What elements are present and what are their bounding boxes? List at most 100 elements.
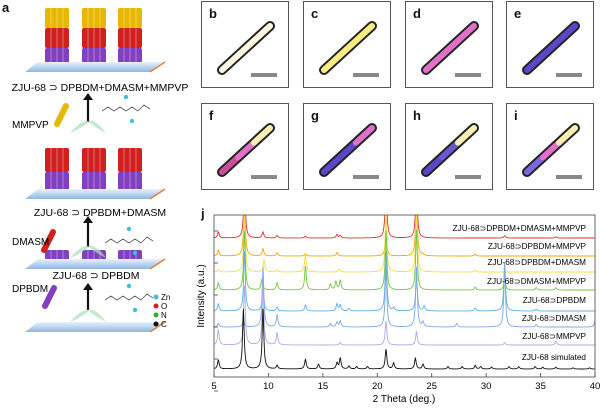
dye2-label: DMASM xyxy=(12,237,49,248)
dpbdm-molecule-icon xyxy=(42,285,57,309)
panel-j-label: j xyxy=(201,206,205,221)
micrograph-panel-b: b xyxy=(201,1,289,88)
ligand-molecule-icon xyxy=(104,236,154,244)
rod-segment xyxy=(219,154,241,175)
arrow-up-icon-head xyxy=(83,93,93,100)
series-label: ZJU-68⊃DPBDM xyxy=(523,296,586,305)
crystal-rod xyxy=(522,123,580,177)
rod-segment xyxy=(540,139,562,161)
x-tick-label: 10 xyxy=(263,381,274,392)
scale-bar xyxy=(556,175,582,179)
scale-bar xyxy=(251,175,277,179)
crystal-rod xyxy=(522,21,580,75)
panel-label: e xyxy=(514,6,522,21)
panel-label: i xyxy=(514,108,518,123)
vapor-plume-icon xyxy=(70,309,106,322)
plot-frame xyxy=(213,214,596,378)
rod-segment xyxy=(556,125,578,146)
zn-ion-icon xyxy=(132,250,138,256)
zn-ion-icon xyxy=(126,226,132,232)
rod-segment xyxy=(337,139,359,161)
zn-ion-icon xyxy=(129,118,135,124)
zn-ion-icon xyxy=(126,283,132,289)
rod-segment xyxy=(321,23,375,73)
vapor-plume-icon xyxy=(70,245,106,258)
panel-label: f xyxy=(209,108,214,123)
xrd-trace xyxy=(214,284,595,346)
micrograph-panel-h: h xyxy=(405,103,493,190)
scale-bar xyxy=(455,73,481,77)
platform-stage2 xyxy=(25,189,165,199)
legend-label: Zn xyxy=(161,293,170,302)
xrd-trace xyxy=(214,229,595,291)
xrd-trace xyxy=(214,266,595,328)
series-label: ZJU-68⊃DPBDM+MMPVP xyxy=(488,242,587,251)
ligand-molecule-icon xyxy=(101,104,151,112)
x-tick-label: 5 xyxy=(211,381,216,392)
rod-segment xyxy=(251,125,273,146)
panel-label: b xyxy=(209,6,217,21)
rod-segment xyxy=(524,23,578,73)
platform-stage1 xyxy=(25,259,165,269)
platform-stage3-edge xyxy=(149,61,166,73)
mmpvp-molecule-icon xyxy=(54,103,69,127)
x-axis-label: 2 Theta (deg.) xyxy=(373,394,436,405)
scale-bar xyxy=(455,175,481,179)
zn-ion-icon xyxy=(132,307,138,313)
crystal-rod xyxy=(421,123,479,177)
xrd-trace xyxy=(214,215,595,273)
crystal-rod xyxy=(421,21,479,75)
rod-segment xyxy=(423,23,477,73)
xrd-trace xyxy=(214,251,595,312)
rod-segment xyxy=(321,154,343,175)
stage1-label: ZJU-68 ⊃ DPBDM xyxy=(53,270,140,282)
x-tick-label: 20 xyxy=(372,381,383,392)
panel-a-label: a xyxy=(2,0,10,15)
arrow-up-icon-head xyxy=(83,283,93,290)
platform-stage2-edge xyxy=(149,188,166,200)
platform-stage1-edge xyxy=(149,258,166,270)
series-label: ZJU-68⊃MMPVP xyxy=(522,332,586,341)
series-label: ZJU-68 simulated xyxy=(522,353,587,362)
y-axis-label: Intensity (a.u.) xyxy=(196,264,207,327)
vapor-plume-icon xyxy=(70,120,106,133)
ligand-molecule-icon xyxy=(104,293,154,301)
micrograph-panel-i: i xyxy=(506,103,594,190)
x-tick-label: 40 xyxy=(590,381,600,392)
dye1-label: DPBDM xyxy=(12,284,48,295)
legend-label: N xyxy=(161,311,167,320)
x-tick-label: 25 xyxy=(426,381,437,392)
crystal-rod xyxy=(319,21,377,75)
legend-dot-o xyxy=(153,303,159,309)
legend-label: C xyxy=(161,320,167,329)
x-tick-label: 30 xyxy=(481,381,492,392)
rod-segment xyxy=(219,23,273,73)
rod-segment xyxy=(455,125,477,146)
stage3-label: ZJU-68 ⊃ DPBDM+DMASM+MMPVP xyxy=(12,82,189,94)
panel-label: h xyxy=(413,108,421,123)
xrd-trace xyxy=(214,215,595,239)
platform-base xyxy=(25,322,165,332)
scale-bar xyxy=(251,73,277,77)
legend-label: O xyxy=(161,302,167,311)
zn-ion-icon xyxy=(123,94,129,100)
panel-label: d xyxy=(413,6,421,21)
scale-bar xyxy=(556,73,582,77)
xrd-trace xyxy=(214,308,595,370)
micrograph-panel-f: f xyxy=(201,103,289,190)
legend-dot-c xyxy=(153,321,159,327)
panel-label: g xyxy=(311,108,319,123)
scale-bar xyxy=(353,73,379,77)
rod-segment xyxy=(439,139,461,161)
dye3-label: MMPVP xyxy=(12,120,49,131)
legend-dot-n xyxy=(153,312,159,318)
scale-bar xyxy=(353,175,379,179)
micrograph-panel-g: g xyxy=(303,103,391,190)
crystal-rod xyxy=(319,123,377,177)
micrograph-panel-d: d xyxy=(405,1,493,88)
series-label: ZJU-68⊃DPBDM+DMASM+MMPVP xyxy=(453,224,587,233)
series-label: ZJU-68⊃DMASM xyxy=(522,314,586,323)
arrow-up-icon-head xyxy=(83,216,93,223)
crystal-rod xyxy=(217,123,275,177)
